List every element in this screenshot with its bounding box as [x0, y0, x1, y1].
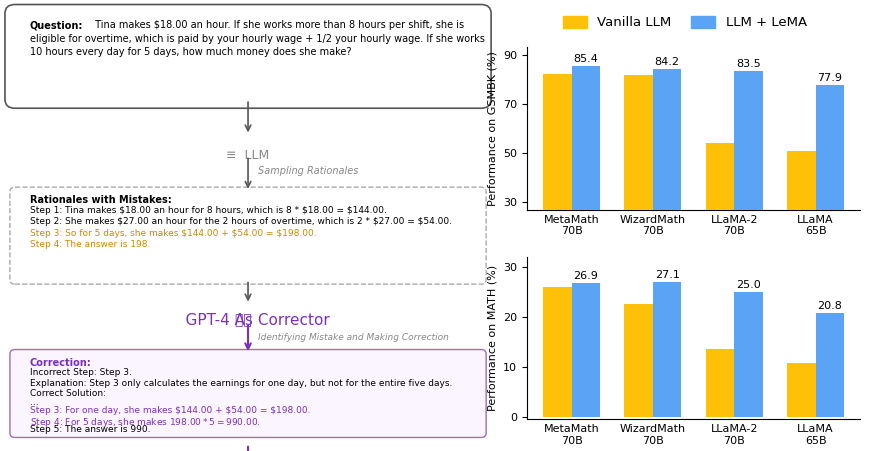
Text: ...: ...	[30, 398, 39, 407]
Y-axis label: Performance on GSMBK (%): Performance on GSMBK (%)	[487, 51, 497, 206]
Bar	[787, 364, 815, 417]
Text: Step 4: The answer is 198.: Step 4: The answer is 198.	[30, 240, 150, 249]
Bar	[543, 287, 571, 417]
Text: Correction:: Correction:	[30, 358, 91, 368]
Text: 26.9: 26.9	[573, 271, 597, 281]
Text: Step 4: For 5 days, she makes $198.00 * 5 = $990.00.: Step 4: For 5 days, she makes $198.00 * …	[30, 416, 260, 429]
Text: Step 2: She makes $27.00 an hour for the 2 hours of overtime, which is 2 * $27.0: Step 2: She makes $27.00 an hour for the…	[30, 217, 452, 226]
Text: 🧑‍💻: 🧑‍💻	[235, 313, 260, 327]
FancyBboxPatch shape	[10, 187, 486, 284]
Text: GPT-4 As Corrector: GPT-4 As Corrector	[166, 313, 330, 328]
Text: Sampling Rationales: Sampling Rationales	[258, 166, 358, 176]
Bar	[624, 75, 652, 276]
Bar	[815, 84, 843, 276]
Bar	[733, 292, 762, 417]
Bar	[652, 281, 681, 417]
Bar	[543, 74, 571, 276]
Text: Step 1: Tina makes $18.00 an hour for 8 hours, which is 8 * $18.00 = $144.00.: Step 1: Tina makes $18.00 an hour for 8 …	[30, 206, 386, 215]
Bar	[787, 151, 815, 276]
Text: 20.8: 20.8	[816, 301, 841, 311]
Text: Question:: Question:	[30, 20, 83, 30]
Text: eligible for overtime, which is paid by your hourly wage + 1/2 your hourly wage.: eligible for overtime, which is paid by …	[30, 34, 484, 44]
Text: 25.0: 25.0	[735, 280, 760, 290]
FancyBboxPatch shape	[5, 5, 490, 108]
Text: 10 hours every day for 5 days, how much money does she make?: 10 hours every day for 5 days, how much …	[30, 47, 351, 57]
Text: 83.5: 83.5	[735, 59, 760, 69]
Text: 85.4: 85.4	[573, 54, 597, 64]
Bar	[705, 350, 733, 417]
Bar	[652, 69, 681, 276]
Bar	[571, 282, 599, 417]
Text: 77.9: 77.9	[816, 73, 841, 83]
Bar	[571, 66, 599, 276]
Text: Step 5: The answer is 990.: Step 5: The answer is 990.	[30, 425, 150, 434]
Bar	[705, 143, 733, 276]
Text: Tina makes $18.00 an hour. If she works more than 8 hours per shift, she is: Tina makes $18.00 an hour. If she works …	[92, 20, 463, 30]
Text: 84.2: 84.2	[654, 57, 679, 67]
Text: Identifying Mistake and Making Correction: Identifying Mistake and Making Correctio…	[258, 333, 448, 342]
Text: Step 3: So for 5 days, she makes $144.00 + $54.00 = $198.00.: Step 3: So for 5 days, she makes $144.00…	[30, 229, 316, 238]
Bar	[815, 313, 843, 417]
Y-axis label: Performance on MATH (%): Performance on MATH (%)	[487, 265, 497, 411]
Text: Explanation: Step 3 only calculates the earnings for one day, but not for the en: Explanation: Step 3 only calculates the …	[30, 379, 452, 388]
Text: Correct Solution:: Correct Solution:	[30, 389, 105, 398]
Text: Step 3: For one day, she makes $144.00 + $54.00 = $198.00.: Step 3: For one day, she makes $144.00 +…	[30, 406, 310, 415]
Text: Rationales with Mistakes:: Rationales with Mistakes:	[30, 195, 171, 205]
Text: ≡  LLM: ≡ LLM	[226, 149, 269, 162]
FancyBboxPatch shape	[10, 350, 486, 437]
Bar	[733, 71, 762, 276]
Bar	[624, 304, 652, 417]
Text: 27.1: 27.1	[654, 270, 679, 280]
Text: Incorrect Step: Step 3.: Incorrect Step: Step 3.	[30, 368, 132, 377]
Legend: Vanilla LLM, LLM + LeMA: Vanilla LLM, LLM + LeMA	[557, 10, 811, 35]
